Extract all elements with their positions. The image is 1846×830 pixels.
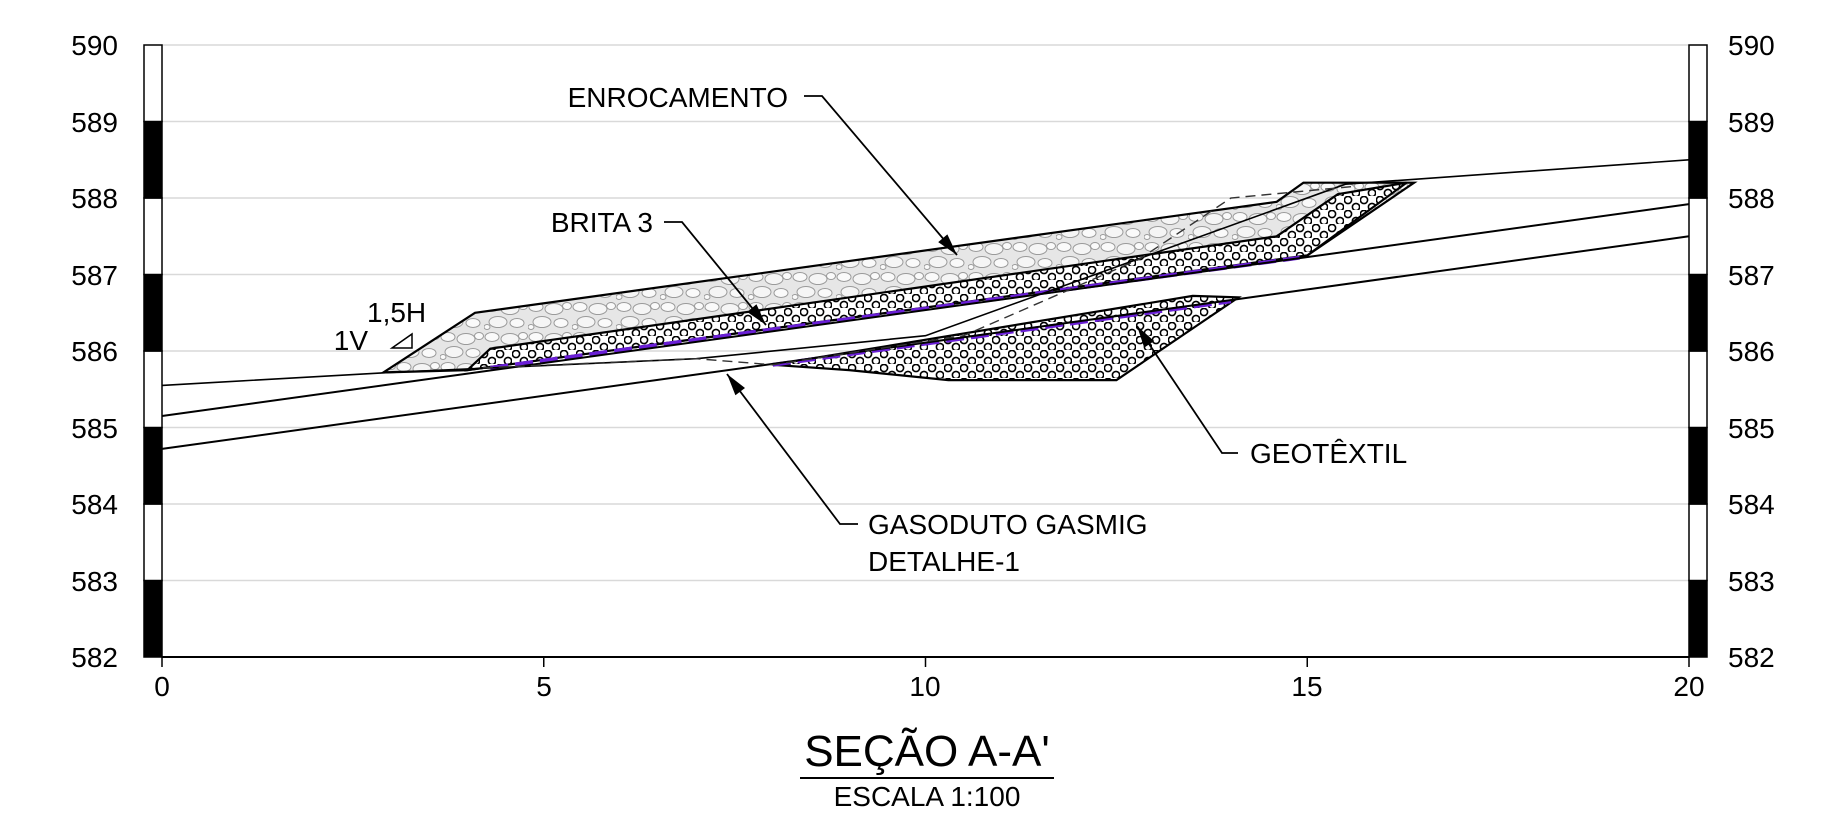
elevation-bar-left [143,426,163,505]
terrain-line [161,159,1690,387]
gasoduto-detail-label: DETALHE-1 [868,546,1020,577]
slope-v-label: 1V [334,325,369,356]
slope-h-label: 1,5H [367,297,426,328]
elevation-bar-left [143,579,163,658]
elevation-bar-right [1688,426,1708,505]
y-tick-label-left: 585 [71,413,118,444]
elevation-bar-left [143,503,163,582]
geotextil-leader [1136,325,1238,454]
enrocamento-leader [804,95,958,256]
gasoduto-leader-arrow [727,374,745,396]
brita-leader-arrow [747,304,766,325]
geotextil-leader-arrow [1137,326,1155,348]
section-title: SEÇÃO A-A' [804,726,1050,776]
elevation-bar-right [1688,273,1708,352]
y-tick-label-right: 585 [1728,413,1775,444]
y-tick-label-left: 584 [71,489,118,520]
y-tick-label-right: 584 [1728,489,1775,520]
elevation-bar-right [1688,120,1708,199]
y-tick-label-left: 583 [71,566,118,597]
elevation-bar-right [1688,503,1708,582]
callouts [389,95,1238,525]
x-tick-label: 0 [154,671,170,702]
enrocamento-label: ENROCAMENTO [568,82,788,113]
elevation-bar-right [1688,44,1708,123]
y-tick-label-right: 587 [1728,260,1775,291]
x-tick-label: 15 [1291,671,1322,702]
elevation-bar-right [1688,350,1708,429]
enrocamento-leader-arrow [938,234,957,255]
y-tick-label-left: 582 [71,642,118,673]
y-tick-label-right: 588 [1728,183,1775,214]
x-tick-label: 10 [909,671,940,702]
y-tick-label-left: 590 [71,30,118,61]
elevation-bar-left [143,273,163,352]
ground-lines [161,159,1690,450]
gasoduto-label: GASODUTO GASMIG [868,509,1148,540]
y-tick-label-left: 589 [71,107,118,138]
scale-label: ESCALA 1:100 [834,781,1021,812]
y-tick-label-right: 589 [1728,107,1775,138]
elevation-bar-left [143,197,163,276]
gasoduto-leader [726,373,858,525]
y-tick-label-right: 590 [1728,30,1775,61]
elevation-bar-left [143,350,163,429]
elevation-bar-left [143,120,163,199]
elevation-axes [143,44,1708,667]
y-tick-label-left: 586 [71,336,118,367]
slope-triangle [389,332,413,349]
x-tick-label: 20 [1673,671,1704,702]
elevation-bar-right [1688,579,1708,658]
elevation-bar-right [1688,197,1708,276]
y-tick-label-left: 588 [71,183,118,214]
brita-leader [664,221,767,326]
x-tick-label: 5 [536,671,552,702]
existing-ground-dashed [482,185,1354,369]
y-tick-label-right: 582 [1728,642,1775,673]
pipe-upper-line [161,203,1690,417]
y-tick-label-left: 587 [71,260,118,291]
brita-upper-fill [464,181,1408,372]
brita-label: BRITA 3 [551,207,653,238]
y-tick-label-right: 586 [1728,336,1775,367]
geotextil-label: GEOTÊXTIL [1250,438,1407,469]
y-tick-label-right: 583 [1728,566,1775,597]
elevation-bar-left [143,44,163,123]
pipe-lower-line [161,235,1690,450]
